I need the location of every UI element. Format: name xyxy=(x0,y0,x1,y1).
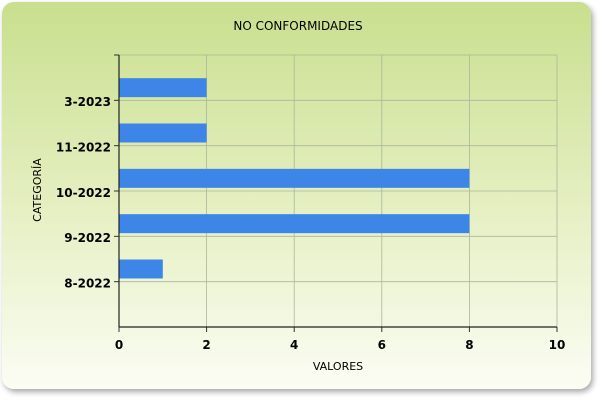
x-tick-label: 4 xyxy=(290,338,298,352)
bar-11-2022 xyxy=(119,123,207,143)
x-tick-label: 2 xyxy=(202,338,210,352)
x-tick-label: 8 xyxy=(465,338,473,352)
chart-card xyxy=(2,2,591,389)
y-axis-title: CATEGORÍA xyxy=(31,158,44,222)
x-tick-label: 6 xyxy=(378,338,386,352)
chart-title: NO CONFORMIDADES xyxy=(233,19,362,33)
y-tick-label: 11-2022 xyxy=(56,141,111,155)
y-tick-label: 9-2022 xyxy=(64,231,111,245)
grid xyxy=(119,54,558,327)
bar-10-2022 xyxy=(119,168,470,188)
y-tick-label: 8-2022 xyxy=(64,277,111,291)
y-tick-label: 10-2022 xyxy=(56,186,111,200)
x-axis-title: VALORES xyxy=(313,360,363,373)
bar-9-2022 xyxy=(119,214,470,234)
bar-8-2022 xyxy=(119,259,163,279)
x-tick-label: 0 xyxy=(115,338,123,352)
bar-3-2023 xyxy=(119,78,207,98)
bars xyxy=(119,78,470,279)
axes: 0 2 4 6 8 10 8-2022 9-2022 10-2022 11-2022 3-2023 xyxy=(56,54,566,352)
y-tick-label: 3-2023 xyxy=(64,95,111,109)
x-tick-label: 10 xyxy=(549,338,566,352)
